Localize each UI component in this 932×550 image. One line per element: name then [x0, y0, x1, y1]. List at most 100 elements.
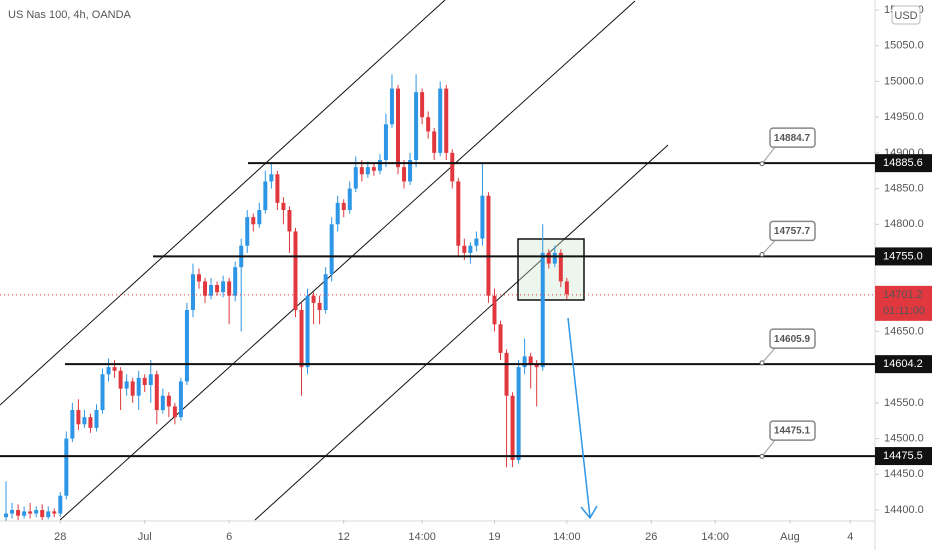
candle-body: [203, 281, 208, 296]
candle-body: [22, 511, 27, 516]
callout-pointer: [761, 146, 776, 165]
candle-body: [492, 295, 497, 325]
candle-body: [100, 374, 105, 410]
candle-body: [142, 377, 147, 385]
y-tick-label: 14800.0: [884, 218, 924, 230]
candle-body: [76, 410, 81, 425]
y-tick-label: 14650.0: [884, 325, 924, 337]
x-tick-label: Jul: [138, 531, 152, 543]
candle-body: [480, 195, 485, 239]
callout-dot: [759, 252, 765, 257]
level-axis-label: 14885.6: [875, 154, 932, 173]
candle-body: [347, 188, 352, 210]
candle-body: [16, 510, 21, 516]
candle-body: [124, 381, 129, 389]
candle-body: [215, 285, 220, 293]
level-box: [875, 154, 932, 173]
callout-dot: [759, 453, 765, 459]
candle-body: [106, 367, 111, 375]
candle-body: [281, 202, 286, 210]
candle-body: [166, 395, 171, 407]
level-axis-label: 14604.2: [875, 355, 932, 374]
x-tick-label: 12: [338, 531, 350, 543]
candle-body: [396, 88, 401, 168]
level-axis-label: 14475.5: [875, 447, 932, 466]
y-tick-label: 15050.0: [884, 40, 924, 52]
candle-body: [46, 511, 51, 518]
candle-body: [136, 377, 141, 396]
candle-body: [269, 174, 274, 182]
channel-line: [0, 0, 446, 406]
candle-body: [305, 295, 310, 368]
y-tick-label: 14550.0: [884, 397, 924, 409]
currency-label: USD: [894, 10, 917, 22]
x-tick-label: 28: [54, 531, 66, 543]
candle-body: [389, 88, 394, 125]
candle-body: [40, 510, 45, 518]
channel-line: [254, 144, 669, 521]
candle-body: [263, 181, 268, 210]
callout-pointer: [761, 439, 776, 457]
candle-body: [474, 238, 479, 246]
level-axis-label: 14755.0: [875, 247, 932, 266]
candle-body: [311, 295, 316, 303]
candle-body: [190, 274, 195, 310]
arrow-head: [580, 505, 598, 520]
y-tick-label: 14450.0: [884, 468, 924, 480]
candle-body: [462, 245, 467, 253]
candle-body: [160, 395, 165, 410]
candle-body: [10, 510, 15, 514]
candle-body: [420, 92, 425, 118]
candle-body: [257, 210, 262, 225]
callout-label: 14884.7: [774, 133, 811, 144]
level-label: 14755.0: [883, 250, 923, 262]
last-price-label: 14701.2: [883, 289, 923, 301]
x-tick-label: 14:00: [408, 531, 436, 543]
candle-body: [28, 511, 33, 514]
callout-dot: [759, 161, 765, 167]
candle-body: [233, 267, 238, 296]
candle-body: [112, 367, 117, 371]
candle-body: [552, 252, 557, 264]
y-tick-label: 14400.0: [884, 504, 924, 516]
last-price-box: [875, 285, 932, 321]
candle-body: [299, 310, 304, 368]
level-box: [875, 247, 932, 266]
candle-body: [522, 356, 527, 368]
candle-body: [94, 410, 99, 428]
currency-box: [891, 5, 921, 25]
x-tick-label: Aug: [780, 531, 800, 543]
candle-body: [184, 310, 189, 382]
candle-body: [34, 510, 39, 514]
candle-body: [414, 92, 419, 160]
candle-body: [450, 152, 455, 182]
candle-body: [82, 417, 87, 425]
candle-body: [444, 88, 449, 153]
candle-body: [504, 352, 509, 396]
candle-body: [335, 202, 340, 225]
candle-body: [148, 374, 153, 385]
x-tick-label: 14:00: [553, 531, 581, 543]
level-box: [875, 355, 932, 374]
candle-body: [408, 160, 413, 182]
candle-body: [172, 406, 177, 418]
candle-body: [365, 167, 370, 175]
callout-box: [769, 220, 816, 242]
callout-pointer: [761, 347, 776, 364]
callout-box: [769, 328, 816, 349]
candle-body: [402, 167, 407, 182]
callout-label: 14757.7: [774, 226, 811, 237]
candle-body: [64, 438, 69, 496]
candle-body: [377, 160, 382, 171]
callout-label: 14605.9: [774, 334, 811, 345]
callout-box: [769, 127, 816, 148]
candle-body: [178, 381, 183, 418]
candle-body: [70, 410, 75, 439]
candle-body: [317, 302, 322, 310]
candle-body: [323, 274, 328, 310]
candle-body: [456, 181, 461, 246]
callout-box: [769, 420, 816, 441]
candle-body: [432, 131, 437, 153]
candle-body: [558, 252, 563, 282]
